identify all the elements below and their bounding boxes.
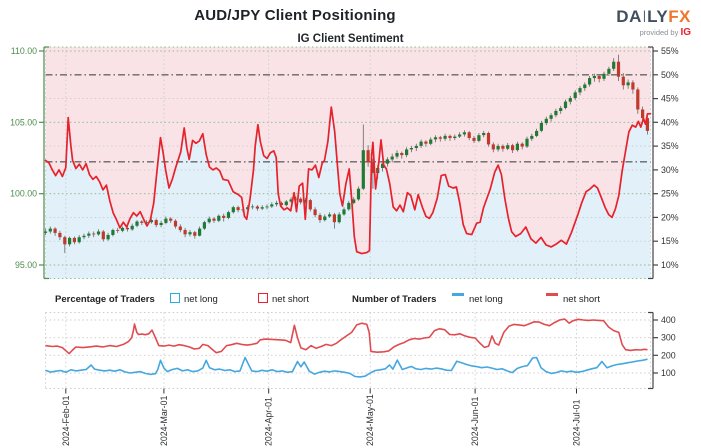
legend-percentage-of-traders: Percentage of Traders <box>55 294 155 305</box>
svg-text:20%: 20% <box>661 212 679 222</box>
dailyfx-logo: DAILYFX provided by IG <box>616 8 691 38</box>
svg-text:35%: 35% <box>661 141 679 151</box>
chart-legend: Percentage of Traders net long net short… <box>0 293 701 309</box>
svg-text:45%: 45% <box>661 94 679 104</box>
svg-text:25%: 25% <box>661 189 679 199</box>
svg-text:300: 300 <box>661 333 676 343</box>
svg-text:110.00: 110.00 <box>11 46 37 56</box>
svg-text:400: 400 <box>661 315 676 325</box>
chart-subtitle: IG Client Sentiment <box>297 33 404 45</box>
net-short-percentage-line <box>44 106 652 255</box>
legend-net-short-count-label: net short <box>563 294 600 305</box>
svg-text:2024-May-01: 2024-May-01 <box>365 394 375 446</box>
legend-net-long-count-label: net long <box>469 294 503 305</box>
net-long-count-swatch <box>452 293 464 296</box>
svg-text:2024-Mar-01: 2024-Mar-01 <box>159 396 169 446</box>
net-long-pct-swatch <box>170 293 180 303</box>
provided-by-ig: provided by IG <box>639 27 691 38</box>
svg-text:2024-Apr-01: 2024-Apr-01 <box>264 397 274 446</box>
net-short-count-line <box>45 318 648 355</box>
svg-text:2024-Jun-01: 2024-Jun-01 <box>470 396 480 446</box>
ig-logo: IG <box>680 27 691 38</box>
legend-net-short-pct-label: net short <box>272 294 309 305</box>
net-long-area <box>45 107 651 279</box>
svg-text:2024-Jul-01: 2024-Jul-01 <box>572 399 582 446</box>
page-title: AUD/JPY Client Positioning <box>194 7 396 24</box>
legend-number-of-traders: Number of Traders <box>352 294 437 305</box>
candlestick-series <box>43 54 649 253</box>
net-short-area <box>45 47 651 254</box>
svg-text:50%: 50% <box>661 70 679 80</box>
svg-text:40%: 40% <box>661 117 679 127</box>
net-short-pct-swatch <box>258 293 268 303</box>
svg-text:200: 200 <box>661 350 676 360</box>
svg-text:100.00: 100.00 <box>10 189 37 199</box>
legend-net-long-pct-label: net long <box>184 294 218 305</box>
svg-text:30%: 30% <box>661 165 679 175</box>
percentage-axis: 55% 50% 45% 40% 35% 30% 25% 20% 15% 10% <box>648 46 679 280</box>
svg-text:55%: 55% <box>661 46 679 56</box>
price-axis: 110.00 105.00 100.00 95.00 <box>10 46 49 280</box>
net-short-count-swatch <box>546 293 558 296</box>
svg-text:10%: 10% <box>661 260 679 270</box>
svg-text:15%: 15% <box>661 236 679 246</box>
svg-text:2024-Feb-01: 2024-Feb-01 <box>61 396 71 446</box>
date-axis: 2024-Feb-01 2024-Mar-01 2024-Apr-01 2024-Ma… <box>61 388 582 446</box>
count-axis: 400 300 200 100 <box>648 311 676 390</box>
svg-text:105.00: 105.00 <box>10 117 37 127</box>
net-long-count-line <box>45 356 648 378</box>
svg-text:100: 100 <box>661 368 676 378</box>
dailyfx-wordmark: DAILYFX <box>616 7 691 26</box>
svg-text:95.00: 95.00 <box>15 260 37 270</box>
